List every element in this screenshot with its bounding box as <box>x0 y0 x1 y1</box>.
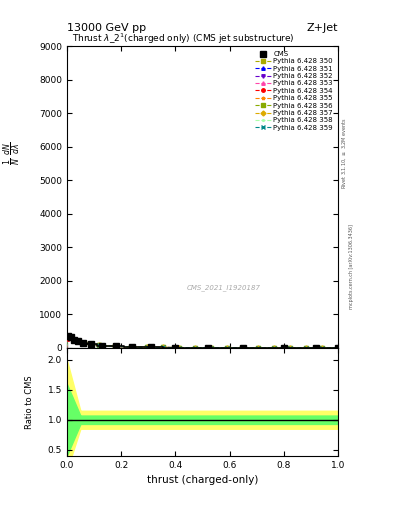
Text: Rivet 3.1.10, $\geq$ 3.2M events: Rivet 3.1.10, $\geq$ 3.2M events <box>340 118 348 189</box>
Legend: CMS, Pythia 6.428 350, Pythia 6.428 351, Pythia 6.428 352, Pythia 6.428 353, Pyt: CMS, Pythia 6.428 350, Pythia 6.428 351,… <box>254 50 334 132</box>
Text: CMS_2021_I1920187: CMS_2021_I1920187 <box>187 284 261 291</box>
Text: 13000 GeV pp: 13000 GeV pp <box>67 23 146 33</box>
Text: Thrust $\lambda\_2^1$(charged only) (CMS jet substructure): Thrust $\lambda\_2^1$(charged only) (CMS… <box>72 32 295 46</box>
X-axis label: thrust (charged-only): thrust (charged-only) <box>147 475 258 485</box>
Text: Z+Jet: Z+Jet <box>307 23 338 33</box>
Text: mcplots.cern.ch [arXiv:1306.3436]: mcplots.cern.ch [arXiv:1306.3436] <box>349 224 354 309</box>
Text: $\frac{1}{N}$ $\frac{dN}{d\lambda}$: $\frac{1}{N}$ $\frac{dN}{d\lambda}$ <box>1 142 22 165</box>
Y-axis label: Ratio to CMS: Ratio to CMS <box>25 375 34 429</box>
